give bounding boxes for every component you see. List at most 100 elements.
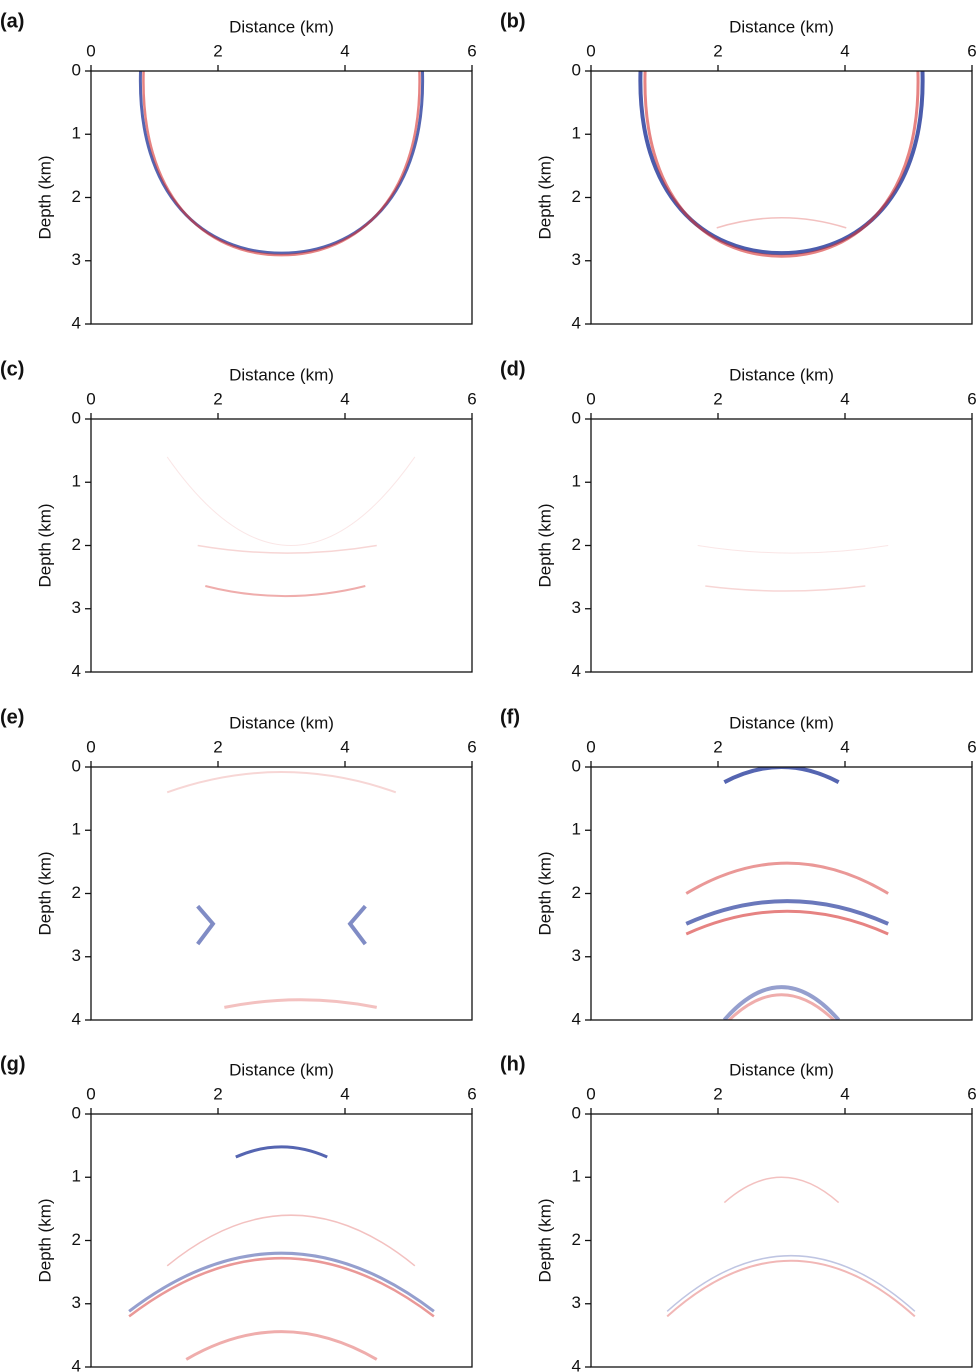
panel-label: (h) xyxy=(500,1053,526,1075)
y-tick-label: 3 xyxy=(572,598,581,617)
y-tick-label: 3 xyxy=(572,250,581,269)
wavefront xyxy=(705,585,866,592)
y-tick-label: 2 xyxy=(72,1230,81,1249)
x-axis-label: Distance (km) xyxy=(729,713,834,732)
x-tick-label: 6 xyxy=(967,737,976,756)
y-tick-label: 3 xyxy=(72,946,81,965)
y-tick-label: 3 xyxy=(72,598,81,617)
panel: (f) Distance (km) Depth (km) 0 2 4 6 0 1 2 3 4 xyxy=(500,706,977,1028)
wavefront xyxy=(723,767,840,784)
y-tick-label: 4 xyxy=(72,1356,81,1372)
x-tick-label: 4 xyxy=(340,41,349,60)
x-tick-label: 0 xyxy=(586,1084,595,1103)
y-axis-label: Depth (km) xyxy=(535,155,554,239)
x-axis-label: Distance (km) xyxy=(229,17,334,36)
x-tick-label: 0 xyxy=(86,737,95,756)
y-tick-label: 2 xyxy=(572,535,581,554)
x-tick-label: 6 xyxy=(467,737,476,756)
wavefront xyxy=(685,899,890,926)
panel: (b) Distance (km) Depth (km) 0 2 4 6 0 1 2 3 4 xyxy=(500,10,977,332)
x-tick-label: 6 xyxy=(467,41,476,60)
x-tick-label: 2 xyxy=(213,737,222,756)
x-tick-label: 0 xyxy=(86,41,95,60)
y-tick-label: 0 xyxy=(72,1103,81,1122)
y-axis-label: Depth (km) xyxy=(35,155,54,239)
y-tick-label: 3 xyxy=(72,250,81,269)
wavefront xyxy=(716,216,847,229)
x-tick-label: 2 xyxy=(213,389,222,408)
x-tick-label: 2 xyxy=(213,41,222,60)
y-tick-label: 1 xyxy=(572,472,581,491)
x-tick-label: 6 xyxy=(967,389,976,408)
y-axis-label: Depth (km) xyxy=(535,1198,554,1282)
y-tick-label: 4 xyxy=(72,313,81,332)
plot-frame xyxy=(90,418,473,673)
wavefront xyxy=(197,544,377,554)
y-tick-label: 0 xyxy=(572,60,581,79)
plot-frame xyxy=(90,1113,473,1368)
wavefront xyxy=(685,909,889,936)
x-tick-label: 2 xyxy=(713,1084,722,1103)
y-tick-label: 3 xyxy=(572,946,581,965)
y-tick-label: 2 xyxy=(572,1230,581,1249)
panel-label: (a) xyxy=(0,10,24,32)
y-tick-label: 4 xyxy=(572,313,581,332)
seismic-image xyxy=(139,71,424,257)
y-tick-label: 0 xyxy=(72,756,81,775)
wavefront xyxy=(166,456,416,546)
seismic-image xyxy=(166,771,397,1009)
x-tick-label: 2 xyxy=(213,1084,222,1103)
y-tick-label: 0 xyxy=(72,60,81,79)
y-tick-label: 1 xyxy=(72,1167,81,1186)
x-tick-label: 2 xyxy=(713,389,722,408)
x-tick-label: 0 xyxy=(86,389,95,408)
y-tick-label: 1 xyxy=(72,472,81,491)
plot-frame xyxy=(590,70,973,325)
wavefront xyxy=(224,998,378,1009)
y-tick-label: 4 xyxy=(72,1009,81,1028)
wavefront xyxy=(166,1214,416,1267)
x-axis-label: Distance (km) xyxy=(229,365,334,384)
y-tick-label: 0 xyxy=(72,408,81,427)
x-tick-label: 6 xyxy=(467,389,476,408)
x-tick-label: 0 xyxy=(586,737,595,756)
y-tick-label: 0 xyxy=(572,756,581,775)
y-axis-label: Depth (km) xyxy=(535,851,554,935)
y-tick-label: 2 xyxy=(72,535,81,554)
plot-frame xyxy=(590,418,973,673)
seismic-image xyxy=(697,545,889,592)
panel-label: (d) xyxy=(500,358,526,380)
seismic-image xyxy=(638,71,925,258)
wavefront xyxy=(142,71,421,257)
x-tick-label: 0 xyxy=(586,41,595,60)
x-tick-label: 4 xyxy=(840,737,849,756)
wavefront xyxy=(666,1259,916,1318)
seismic-image xyxy=(166,456,416,598)
seismic-image xyxy=(128,1145,435,1361)
panel: (g) Distance (km) Depth (km) 0 2 4 6 0 1 2 3 4 xyxy=(0,1053,477,1372)
y-tick-label: 1 xyxy=(72,820,81,839)
panel-label: (f) xyxy=(500,706,520,728)
y-axis-label: Depth (km) xyxy=(35,503,54,587)
wavefront xyxy=(128,1251,435,1313)
y-tick-label: 1 xyxy=(572,124,581,143)
y-tick-label: 1 xyxy=(572,820,581,839)
panel-label: (c) xyxy=(0,358,24,380)
y-tick-label: 1 xyxy=(572,1167,581,1186)
x-tick-label: 6 xyxy=(967,1084,976,1103)
x-tick-label: 0 xyxy=(86,1084,95,1103)
y-axis-label: Depth (km) xyxy=(535,503,554,587)
seismic-image xyxy=(685,767,890,1020)
y-tick-label: 0 xyxy=(572,408,581,427)
seismic-image xyxy=(666,1176,916,1318)
wavefront xyxy=(128,1257,435,1318)
y-tick-label: 3 xyxy=(572,1293,581,1312)
y-axis-label: Depth (km) xyxy=(35,851,54,935)
wavefront xyxy=(643,71,920,258)
x-tick-label: 2 xyxy=(713,737,722,756)
y-tick-label: 4 xyxy=(572,661,581,680)
wavefront xyxy=(723,1176,840,1204)
wavefront xyxy=(722,985,841,1020)
